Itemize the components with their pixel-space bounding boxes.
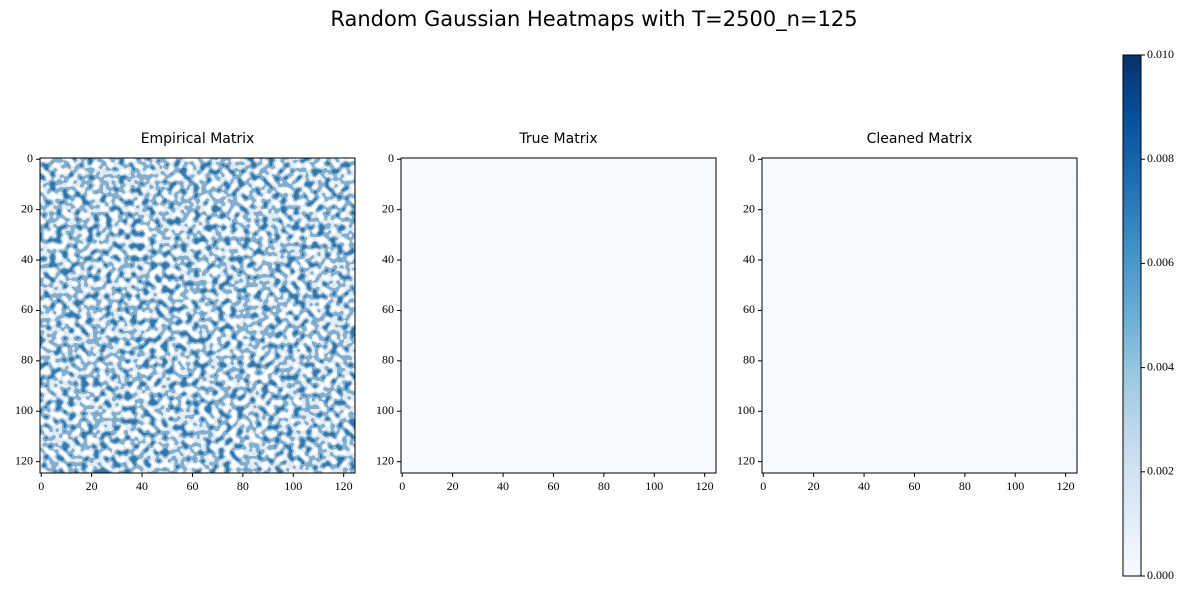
panel-title: Cleaned Matrix: [867, 131, 973, 147]
x-tick-label: 0: [399, 479, 405, 493]
x-tick-label: 0: [760, 479, 766, 493]
x-tick-label: 100: [284, 479, 302, 493]
y-tick-label: 80: [21, 353, 33, 367]
y-tick-label: 60: [743, 302, 755, 316]
x-tick-label: 120: [696, 479, 714, 493]
x-tick-label: 120: [1057, 479, 1075, 493]
y-tick-label: 40: [21, 252, 33, 266]
y-tick-label: 80: [382, 353, 394, 367]
y-tick-label: 60: [21, 302, 33, 316]
y-tick-label: 80: [743, 353, 755, 367]
x-tick-label: 60: [186, 479, 198, 493]
y-tick-label: 0: [27, 151, 33, 165]
x-tick-label: 100: [1006, 479, 1024, 493]
y-tick-label: 60: [382, 302, 394, 316]
x-tick-label: 40: [136, 479, 148, 493]
heatmap-texture: [762, 158, 1077, 473]
figure-title: Random Gaussian Heatmaps with T=2500_n=1…: [330, 7, 857, 32]
x-tick-label: 120: [335, 479, 353, 493]
y-tick-label: 0: [749, 151, 755, 165]
x-tick-label: 60: [908, 479, 920, 493]
colorbar-tick-label: 0.006: [1147, 255, 1174, 269]
axes-frame: [39, 157, 356, 474]
axes-frame: [761, 157, 1078, 474]
x-tick-label: 60: [547, 479, 559, 493]
y-tick-label: 20: [382, 201, 394, 215]
x-tick-label: 80: [237, 479, 249, 493]
x-tick-label: 80: [959, 479, 971, 493]
colorbar-tick-label: 0.002: [1147, 464, 1174, 478]
panel-title: True Matrix: [518, 131, 597, 147]
y-tick-label: 100: [737, 403, 755, 417]
axes-frame: [400, 157, 717, 474]
x-tick-label: 40: [858, 479, 870, 493]
heatmap-background: [401, 158, 716, 473]
heatmap-texture: [40, 158, 355, 473]
y-tick-label: 40: [743, 252, 755, 266]
y-tick-label: 120: [376, 453, 394, 467]
colorbar: [1122, 54, 1142, 577]
y-tick-label: 120: [15, 453, 33, 467]
colorbar-tick-label: 0.008: [1147, 151, 1174, 165]
panel-title: Empirical Matrix: [141, 131, 255, 147]
x-tick-label: 20: [447, 479, 459, 493]
y-tick-label: 20: [743, 201, 755, 215]
x-tick-label: 40: [497, 479, 509, 493]
x-tick-label: 80: [598, 479, 610, 493]
x-tick-label: 20: [808, 479, 820, 493]
x-tick-label: 100: [645, 479, 663, 493]
colorbar-tick-label: 0.010: [1147, 47, 1174, 61]
y-tick-label: 20: [21, 201, 33, 215]
y-tick-label: 100: [15, 403, 33, 417]
colorbar-tick-label: 0.004: [1147, 359, 1174, 373]
colorbar-tick-label: 0.000: [1147, 568, 1174, 582]
y-tick-label: 40: [382, 252, 394, 266]
y-tick-label: 100: [376, 403, 394, 417]
x-tick-label: 20: [86, 479, 98, 493]
y-tick-label: 120: [737, 453, 755, 467]
x-tick-label: 0: [38, 479, 44, 493]
y-tick-label: 0: [388, 151, 394, 165]
